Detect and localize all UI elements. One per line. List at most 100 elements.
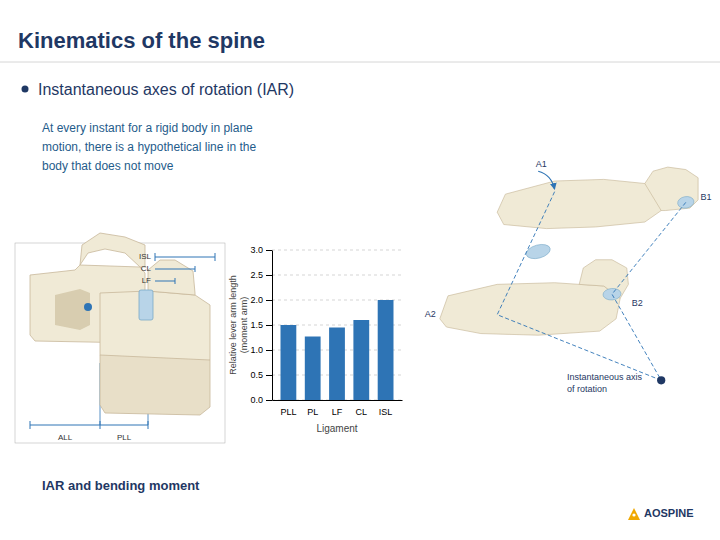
- left-illustration: ISLCLLFALLPLL: [15, 233, 225, 443]
- bar: [305, 337, 321, 401]
- y-tick-mark: [266, 350, 272, 351]
- pointer-arrow: [538, 171, 554, 189]
- y-axis-title-line: (moment arm): [239, 297, 249, 354]
- vertebra: [100, 355, 210, 415]
- facet: [603, 288, 622, 301]
- logo-dot: [632, 513, 635, 516]
- y-tick-label: 0.5: [250, 370, 263, 380]
- disc: [139, 290, 153, 320]
- measure-line: [30, 425, 148, 426]
- measure-label: LF: [142, 276, 151, 285]
- body-text-line: At every instant for a rigid body in pla…: [42, 121, 253, 135]
- x-tick-label: PL: [307, 407, 318, 417]
- y-axis-title: Relative lever arm length(moment arm): [228, 275, 249, 375]
- iar-label-line: Instantaneous axis: [567, 372, 643, 382]
- grid-line: [272, 250, 402, 251]
- y-tick-mark: [266, 400, 272, 401]
- measure-end: [148, 421, 149, 429]
- y-tick: 2.0: [250, 295, 272, 305]
- measure-line: [155, 257, 215, 258]
- x-tick: ISL: [379, 407, 393, 417]
- y-tick-label: 0.0: [250, 395, 263, 405]
- y-axis: 0.0 0.5 1.0 1.5 2.0 2.5 3.0: [250, 245, 272, 405]
- point-label: B1: [701, 192, 712, 202]
- x-tick: LF: [332, 407, 343, 417]
- subtitle: Instantaneous axes of rotation (IAR): [38, 81, 294, 98]
- measure-line: [155, 281, 175, 282]
- facet: [525, 242, 552, 261]
- iar-label: Instantaneous axis of rotation: [567, 372, 643, 394]
- grid: [272, 250, 402, 400]
- body-text-line: body that does not move: [42, 159, 174, 173]
- x-axis: PLL PL LF CL ISL: [273, 401, 403, 418]
- spinous-process: [645, 167, 698, 210]
- iar-line: [497, 192, 661, 381]
- bar: [378, 300, 394, 400]
- y-tick: 3.0: [250, 245, 272, 255]
- iar-point: [657, 376, 665, 384]
- x-tick-label: LF: [332, 407, 343, 417]
- vertebra: [440, 283, 620, 335]
- y-tick-mark: [266, 325, 272, 326]
- y-axis-title-line: Relative lever arm length: [228, 275, 238, 375]
- bar: [281, 325, 297, 400]
- y-tick-label: 2.0: [250, 295, 263, 305]
- x-tick: PLL: [280, 407, 296, 417]
- y-tick: 1.0: [250, 345, 272, 355]
- x-tick-label: CL: [356, 407, 368, 417]
- y-tick-label: 2.5: [250, 270, 263, 280]
- measure-end: [195, 266, 196, 272]
- shadow: [55, 289, 90, 330]
- y-tick-label: 1.5: [250, 320, 263, 330]
- measure-label: PLL: [117, 433, 132, 442]
- y-tick: 0.5: [250, 370, 272, 380]
- y-tick-mark: [266, 250, 272, 251]
- y-axis-title-group: Relative lever arm length(moment arm): [228, 275, 249, 375]
- right-illustration: A1 B1 A2 B2 Instantaneous axis of rotation: [425, 159, 712, 394]
- x-tick-label: PLL: [280, 407, 296, 417]
- title: Kinematics of the spine: [18, 28, 265, 53]
- x-axis-line: [273, 400, 403, 401]
- measure-end: [155, 253, 156, 261]
- bullet: [22, 86, 29, 93]
- x-tick: PL: [307, 407, 318, 417]
- point-label: B2: [632, 298, 643, 308]
- caption: IAR and bending moment: [42, 478, 200, 493]
- measure-end: [100, 421, 101, 429]
- y-axis-line: [272, 251, 273, 401]
- body-text-line: motion, there is a hypothetical line in …: [42, 140, 256, 154]
- x-tick-label: ISL: [379, 407, 393, 417]
- bar-chart: 0.0 0.5 1.0 1.5 2.0 2.5 3.0 PLL PL LF CL ISL Ligamen…: [228, 245, 403, 434]
- vertebra: [497, 179, 665, 228]
- illustration-frame: [15, 243, 225, 443]
- slide: Kinematics of the spine Instantaneous axe…: [0, 0, 720, 540]
- iar-line: [612, 202, 686, 380]
- measure-label: ALL: [58, 433, 73, 442]
- separator: [0, 62, 720, 63]
- y-tick-label: 3.0: [250, 245, 263, 255]
- grid-line: [272, 275, 402, 276]
- y-tick: 0.0: [250, 395, 272, 405]
- y-tick-mark: [266, 275, 272, 276]
- iar-label-line: of rotation: [567, 384, 607, 394]
- y-tick: 2.5: [250, 270, 272, 280]
- point-label: A1: [536, 159, 547, 169]
- spinous-process: [80, 233, 145, 267]
- measure-line: [155, 269, 195, 270]
- iar-marker: [84, 303, 92, 311]
- y-tick-mark: [266, 300, 272, 301]
- logo-triangle: [628, 508, 640, 520]
- bars: [281, 300, 394, 400]
- logo-text: AOSPINE: [644, 507, 694, 519]
- measure-end: [30, 421, 31, 429]
- y-tick-mark: [266, 375, 272, 376]
- measure-label: CL: [141, 264, 152, 273]
- body-text: At every instant for a rigid body in pla…: [42, 121, 256, 173]
- y-tick-label: 1.0: [250, 345, 263, 355]
- spinous-process: [148, 260, 195, 295]
- measure-end: [215, 253, 216, 261]
- y-tick: 1.5: [250, 320, 272, 330]
- point-label: A2: [425, 309, 436, 319]
- x-axis-title: Ligament: [316, 423, 357, 434]
- measure-end: [175, 278, 176, 284]
